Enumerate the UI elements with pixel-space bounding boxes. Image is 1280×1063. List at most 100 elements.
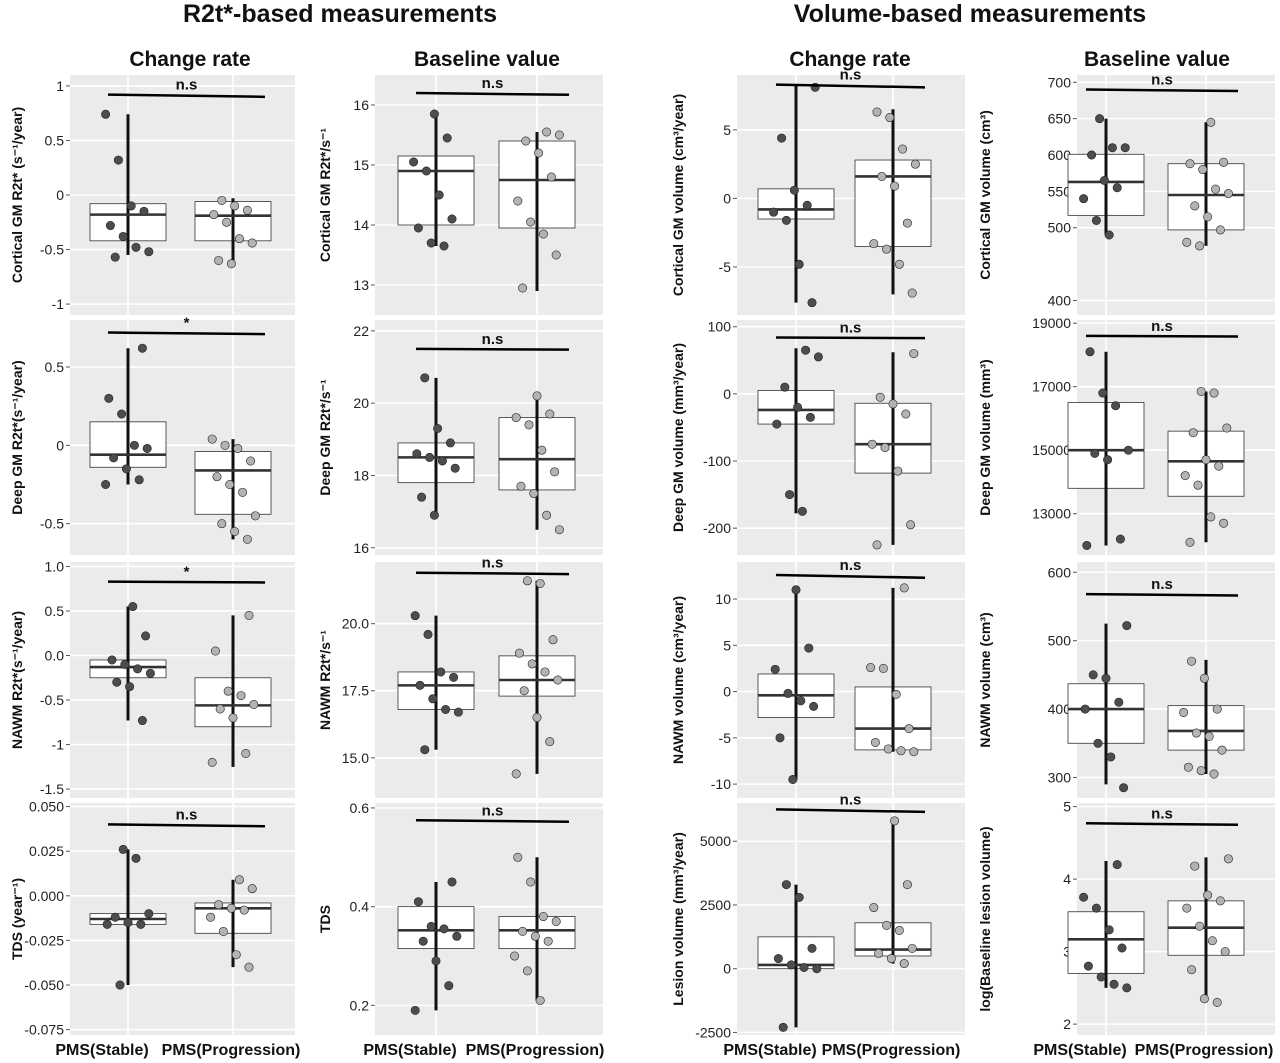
data-point (1196, 766, 1206, 776)
y-axis-label: TDS (317, 905, 333, 933)
data-point (136, 919, 146, 929)
data-point (809, 701, 819, 711)
data-point (775, 733, 785, 743)
data-point (548, 635, 558, 645)
y-tick-label: 0.000 (29, 888, 64, 904)
y-tick-label: 0 (723, 684, 731, 700)
data-point (535, 578, 545, 588)
x-category-label: PMS(Progression) (822, 1042, 961, 1059)
data-point (902, 880, 912, 890)
data-point (530, 931, 540, 941)
data-point (409, 157, 419, 167)
data-point (442, 133, 452, 143)
data-point (144, 247, 154, 257)
data-point (869, 903, 879, 913)
y-tick-label: 400 (1048, 292, 1072, 308)
y-tick-label: 2 (1063, 1016, 1071, 1032)
panel-background (737, 803, 965, 1035)
data-point (115, 980, 125, 990)
data-point (904, 724, 914, 734)
data-point (1182, 903, 1192, 913)
data-point (223, 686, 233, 696)
data-point (796, 696, 806, 706)
data-point (799, 962, 809, 972)
data-point (1215, 896, 1225, 906)
data-point (1079, 194, 1089, 204)
data-point (554, 130, 564, 140)
data-point (434, 190, 444, 200)
x-category-label: PMS(Progression) (1135, 1042, 1274, 1059)
data-point (412, 449, 422, 459)
y-tick-label: 700 (1048, 74, 1072, 90)
data-point (230, 201, 240, 211)
data-point (445, 438, 455, 448)
data-point (894, 925, 904, 935)
data-point (797, 506, 807, 516)
data-point (137, 343, 147, 353)
y-tick-label: 10 (715, 591, 731, 607)
data-point (102, 919, 112, 929)
data-point (551, 250, 561, 260)
data-point (545, 409, 555, 419)
data-point (112, 677, 122, 687)
data-point (452, 931, 462, 941)
data-point (527, 659, 537, 669)
data-point (1091, 903, 1101, 913)
data-point (535, 995, 545, 1005)
data-point (890, 181, 900, 191)
y-tick-label: -5 (719, 259, 732, 275)
data-point (1215, 225, 1225, 235)
significance-bar (415, 91, 570, 97)
y-axis-label: NAWM R2t*/s⁻¹ (317, 630, 333, 730)
data-point (1206, 117, 1216, 127)
data-point (907, 943, 917, 953)
data-point (886, 954, 896, 964)
data-point (410, 611, 420, 621)
data-point (519, 686, 529, 696)
data-point (781, 215, 791, 225)
data-point (793, 402, 803, 412)
data-point (214, 900, 224, 910)
data-point (117, 409, 127, 419)
significance-bar (1085, 88, 1239, 93)
data-point (526, 217, 536, 227)
significance-label: n.s (1151, 72, 1173, 89)
y-tick-label: 0 (723, 961, 731, 977)
data-point (226, 903, 236, 913)
significance-bar (415, 819, 570, 824)
data-point (1204, 731, 1214, 741)
data-point (133, 664, 143, 674)
data-point (542, 127, 552, 137)
data-point (1209, 388, 1219, 398)
data-point (1183, 762, 1193, 772)
significance-label: n.s (840, 557, 862, 574)
x-category-label: PMS(Stable) (1033, 1042, 1126, 1059)
data-point (780, 382, 790, 392)
significance-label: n.s (482, 75, 504, 92)
data-point (1219, 157, 1229, 167)
data-point (231, 950, 241, 960)
data-point (516, 481, 526, 491)
column-title-r2t-baseline: Baseline value (414, 48, 560, 71)
y-tick-label: 0.025 (29, 843, 64, 859)
data-point (453, 707, 463, 717)
data-point (513, 852, 523, 862)
y-tick-label: 4 (1063, 871, 1071, 887)
data-point (1182, 237, 1192, 247)
data-point (1223, 854, 1233, 864)
data-point (511, 413, 521, 423)
column-title-volume-change: Change rate (789, 48, 911, 71)
data-point (772, 419, 782, 429)
data-point (1088, 670, 1098, 680)
x-category-label: PMS(Stable) (723, 1042, 816, 1059)
data-point (542, 510, 552, 520)
data-point (1203, 212, 1213, 222)
y-tick-label: 0.0 (45, 648, 65, 664)
y-axis-label: NAWM volume (cm³/year) (670, 596, 686, 764)
data-point (554, 525, 564, 535)
x-category-label: PMS(Progression) (466, 1042, 605, 1059)
data-point (125, 682, 135, 692)
data-point (441, 704, 451, 714)
data-point (1122, 621, 1132, 631)
data-point (141, 631, 151, 641)
